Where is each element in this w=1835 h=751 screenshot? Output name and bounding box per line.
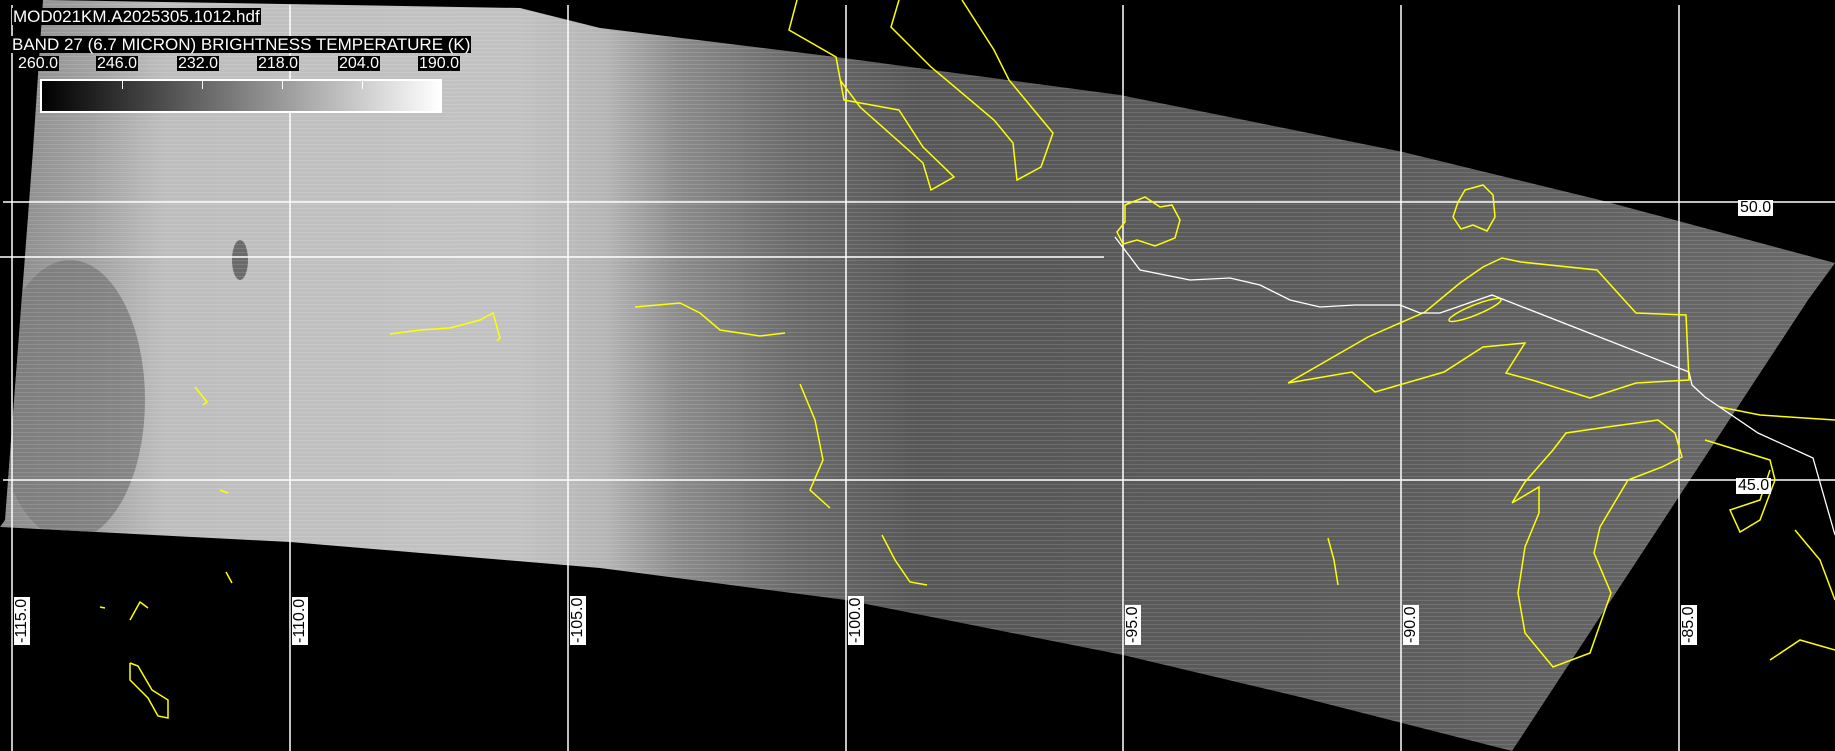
colorbar-tick: 260.0: [17, 55, 60, 72]
political-borders: [1114, 236, 1835, 536]
latitude-label: 45.0: [1736, 477, 1772, 494]
graticule: [0, 5, 1835, 751]
longitude-label: -85.0: [1680, 604, 1697, 645]
colorbar: [40, 79, 442, 113]
colorbar-tick: 190.0: [418, 55, 461, 72]
coastlines: [99, 0, 1835, 719]
colorbar-tick: 246.0: [96, 55, 139, 72]
longitude-label: -110.0: [291, 596, 308, 645]
colorbar-tick: 218.0: [257, 55, 300, 72]
file-name-label: MOD021KM.A2025305.1012.hdf: [12, 7, 261, 26]
longitude-label: -115.0: [13, 596, 30, 645]
longitude-label: -95.0: [1124, 604, 1141, 645]
colorbar-tick: 232.0: [177, 55, 220, 72]
band-title: BAND 27 (6.7 MICRON) BRIGHTNESS TEMPERAT…: [11, 35, 472, 54]
longitude-label: -100.0: [847, 595, 864, 645]
latitude-label: 50.0: [1738, 199, 1774, 216]
colorbar-tick: 204.0: [338, 55, 381, 72]
longitude-label: -105.0: [569, 595, 586, 645]
longitude-label: -90.0: [1402, 604, 1419, 645]
